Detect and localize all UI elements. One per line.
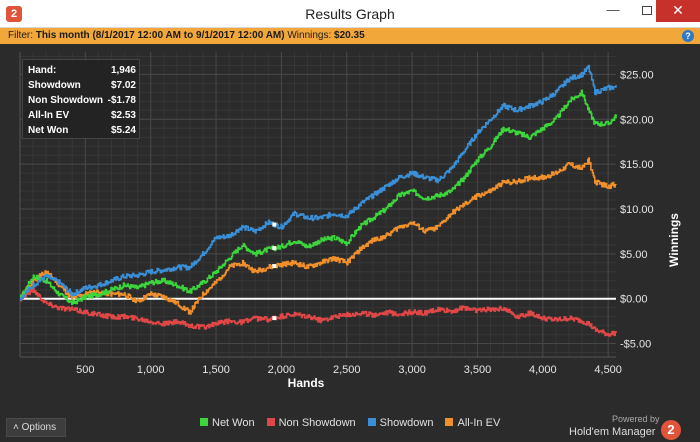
x-tick-label: 4,000	[529, 364, 557, 376]
y-axis-label: Winnings	[667, 213, 681, 267]
y-tick-label: $5.00	[620, 249, 648, 261]
legend-label: All-In EV	[457, 417, 501, 429]
filter-bar: Filter: This month (8/1/2017 12:00 AM to…	[0, 28, 700, 44]
legend-label: Showdown	[379, 417, 434, 429]
x-tick-label: 2,500	[333, 364, 361, 376]
legend-swatch	[200, 418, 208, 426]
y-tick-label: $10.00	[620, 204, 654, 216]
powered-by-text: Powered by	[612, 414, 660, 424]
stat-label: Non Showdown	[28, 95, 103, 106]
maximize-icon	[642, 6, 652, 15]
stat-value: $2.53	[110, 110, 136, 121]
footer: ˄ Options Net Won Non Showdown Showdown All…	[0, 414, 700, 442]
y-axis-ticks: -$5.00 $0.00 $5.00 $10.00 $15.00 $20.00 $25.00	[620, 69, 654, 350]
stat-row-all-in-ev: All-In EV $2.53	[28, 110, 138, 124]
y-tick-label: $15.00	[620, 159, 654, 171]
legend-item[interactable]: Net Won	[200, 417, 255, 429]
x-axis-label: Hands	[288, 376, 325, 390]
x-tick-label: 3,500	[464, 364, 492, 376]
maximize-button[interactable]	[630, 0, 664, 22]
options-label: Options	[21, 422, 57, 433]
stat-value: $7.02	[110, 80, 136, 91]
brand-name: Hold'em Manager	[569, 426, 656, 438]
minimize-button[interactable]: —	[606, 2, 620, 17]
hover-marker	[272, 264, 277, 269]
stat-row-showdown: Showdown $7.02	[28, 80, 138, 94]
hover-marker	[272, 316, 277, 321]
stat-value: $5.24	[110, 125, 136, 136]
x-tick-label: 1,500	[202, 364, 230, 376]
stats-tooltip: Hand: 1,946 Showdown $7.02 Non Showdown …	[22, 59, 140, 139]
title-bar: 2 Results Graph — ✕	[0, 0, 700, 28]
x-tick-label: 1,000	[137, 364, 165, 376]
series-lines	[20, 64, 617, 337]
stat-value: -$1.78	[107, 95, 136, 106]
stat-row-non-showdown: Non Showdown -$1.78	[28, 95, 138, 109]
results-chart[interactable]: 500 1,000 1,500 2,000 2,500 3,000 3,500 4,000 4,…	[0, 44, 700, 414]
options-button[interactable]: ˄ Options	[6, 418, 66, 437]
close-button[interactable]: ✕	[656, 0, 700, 22]
filter-value: This month (8/1/2017 12:00 AM to 9/1/201…	[35, 30, 285, 41]
x-axis-ticks: 500 1,000 1,500 2,000 2,500 3,000 3,500 4,000 4,…	[76, 364, 622, 376]
y-tick-label: $0.00	[620, 294, 648, 306]
y-tick-label: $25.00	[620, 69, 654, 81]
winnings-label: Winnings:	[287, 30, 332, 41]
legend-label: Non Showdown	[278, 417, 356, 429]
series-line-showdown	[20, 64, 617, 301]
series-line-all-in-ev	[20, 157, 617, 315]
x-tick-label: 4,500	[594, 364, 622, 376]
hover-markers	[272, 222, 277, 321]
legend-swatch	[266, 418, 275, 426]
filter-label: Filter:	[8, 30, 33, 41]
legend-item[interactable]: Showdown	[367, 417, 434, 429]
stat-value: 1,946	[110, 65, 136, 76]
stat-label: Net Won	[28, 125, 69, 136]
brand-logo-icon: 2	[661, 420, 681, 440]
legend-swatch	[445, 418, 454, 426]
stat-label: All-In EV	[28, 110, 70, 121]
app-logo-icon: 2	[6, 6, 22, 22]
y-tick-label: -$5.00	[620, 339, 651, 351]
chart-legend: Net Won Non Showdown Showdown All-In EV	[200, 417, 512, 431]
x-tick-label: 2,000	[268, 364, 296, 376]
stat-label: Showdown	[28, 80, 81, 91]
legend-label: Net Won	[212, 417, 255, 429]
series-line-net-won	[20, 89, 617, 305]
legend-item[interactable]: Non Showdown	[266, 417, 356, 429]
hover-marker	[272, 222, 277, 227]
y-tick-label: $20.00	[620, 114, 654, 126]
winnings-value: $20.35	[334, 30, 365, 41]
x-tick-label: 3,000	[398, 364, 426, 376]
chevron-up-icon: ˄	[13, 422, 19, 433]
x-tick-label: 500	[76, 364, 94, 376]
stat-row-hand: Hand: 1,946	[28, 65, 138, 79]
series-line-non-showdown	[20, 287, 617, 337]
legend-item[interactable]: All-In EV	[445, 417, 500, 429]
help-icon[interactable]: ?	[682, 30, 694, 42]
legend-swatch	[367, 418, 376, 426]
window-title: Results Graph	[305, 6, 395, 22]
hover-marker	[272, 246, 277, 251]
stat-label: Hand:	[28, 65, 57, 76]
stat-row-net-won: Net Won $5.24	[28, 125, 138, 139]
